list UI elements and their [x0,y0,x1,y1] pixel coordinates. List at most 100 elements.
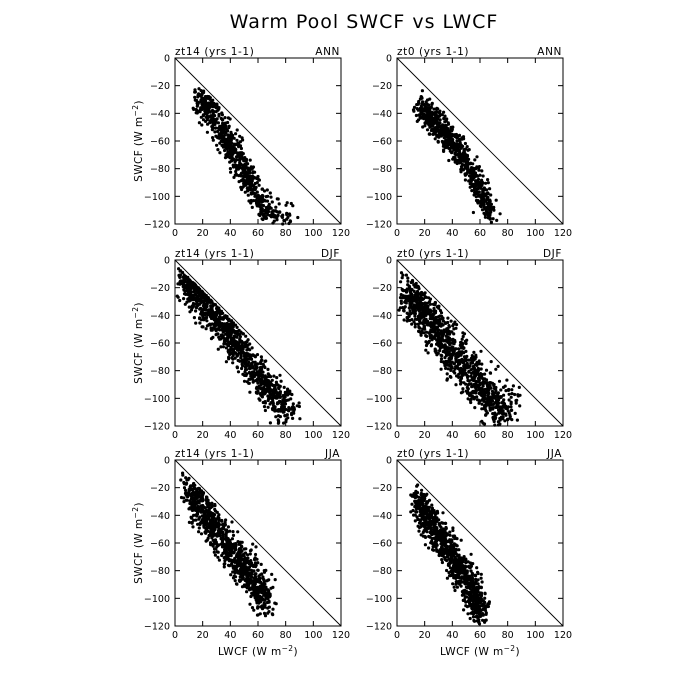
scatter-point [240,346,244,350]
scatter-point [242,560,246,564]
scatter-point [406,279,410,283]
scatter-point [251,171,255,175]
scatter-point [462,147,466,152]
scatter-point [187,493,191,497]
scatter-point [233,146,237,151]
scatter-point [217,325,221,329]
scatter-point [419,110,423,114]
scatter-point [181,275,185,279]
scatter-point [484,207,488,211]
scatter-point [216,148,220,152]
scatter-point [464,349,468,353]
scatter-point [229,347,233,351]
scatter-point [188,287,193,291]
scatter-point [268,421,272,425]
scatter-point [275,382,279,386]
scatter-point [478,194,482,198]
scatter-point [260,596,264,600]
x-tick-label: 20 [419,228,431,239]
scatter-point [477,359,481,363]
scatter-point [201,299,205,303]
scatter-point [418,106,422,111]
scatter-point [224,346,228,350]
scatter-point [207,523,211,527]
scatter-point [288,219,292,223]
scatter-point [459,368,463,372]
scatter-point [251,542,255,546]
scatter-point [479,186,483,190]
scatter-point [413,322,417,326]
scatter-point [252,589,256,593]
scatter-point [485,188,489,192]
scatter-point [469,179,473,183]
scatter-point [452,339,456,343]
scatter-point [440,560,444,565]
scatter-point [228,117,232,121]
scatter-point [194,309,198,313]
scatter-point [457,137,462,142]
scatter-point [432,107,436,111]
scatter-point [446,367,450,371]
scatter-point [462,332,467,336]
scatter-point [207,503,211,507]
scatter-point [494,400,498,404]
scatter-point [269,375,273,379]
scatter-point [261,209,265,213]
scatter-point [450,151,454,155]
scatter-point [268,396,272,400]
scatter-point [485,411,489,415]
scatter-point [247,377,251,381]
scatter-point [215,542,219,546]
scatter-point [432,316,436,320]
scatter-point [414,294,419,299]
scatter-point [438,349,442,353]
scatter-point [408,318,412,322]
scatter-point [179,280,183,284]
scatter-point [472,391,476,395]
scatter-point [489,407,493,411]
scatter-point [203,521,207,526]
scatter-point [518,393,522,397]
scatter-point [412,289,416,293]
scatter-point [209,337,214,341]
scatter-point [209,532,213,536]
scatter-point [221,334,225,338]
reference-line [396,459,564,627]
scatter-point [422,301,427,306]
scatter-point [262,570,267,574]
scatter-point [412,105,417,109]
panel-case-label: zt14 (yrs 1-1) [175,248,254,260]
scatter-point [198,495,202,499]
scatter-point [249,165,253,169]
scatter-point [452,141,456,145]
scatter-point [216,525,220,529]
scatter-point [481,181,485,185]
scatter-point [274,205,278,209]
scatter-point [248,390,252,394]
scatter-point [217,114,221,118]
scatter-point [482,211,486,215]
scatter-point [502,412,506,416]
scatter-point [200,308,204,312]
scatter-point [436,125,440,129]
scatter-point [242,174,246,178]
scatter-point [213,317,217,321]
scatter-point [427,110,431,114]
scatter-point [488,187,492,191]
scatter-point [483,377,487,381]
scatter-point [498,212,502,216]
scatter-point [212,532,216,536]
scatter-point [276,408,281,412]
scatter-point [219,345,223,349]
scatter-point [249,357,254,361]
scatter-point [454,149,459,153]
scatter-point [245,590,249,594]
scatter-point [508,413,512,417]
scatter-point [506,418,510,422]
scatter-point [285,212,289,217]
scatter-point [504,389,508,393]
scatter-point [224,329,228,333]
scatter-point [266,384,270,388]
scatter-point [250,377,255,381]
scatter-point [466,378,470,383]
